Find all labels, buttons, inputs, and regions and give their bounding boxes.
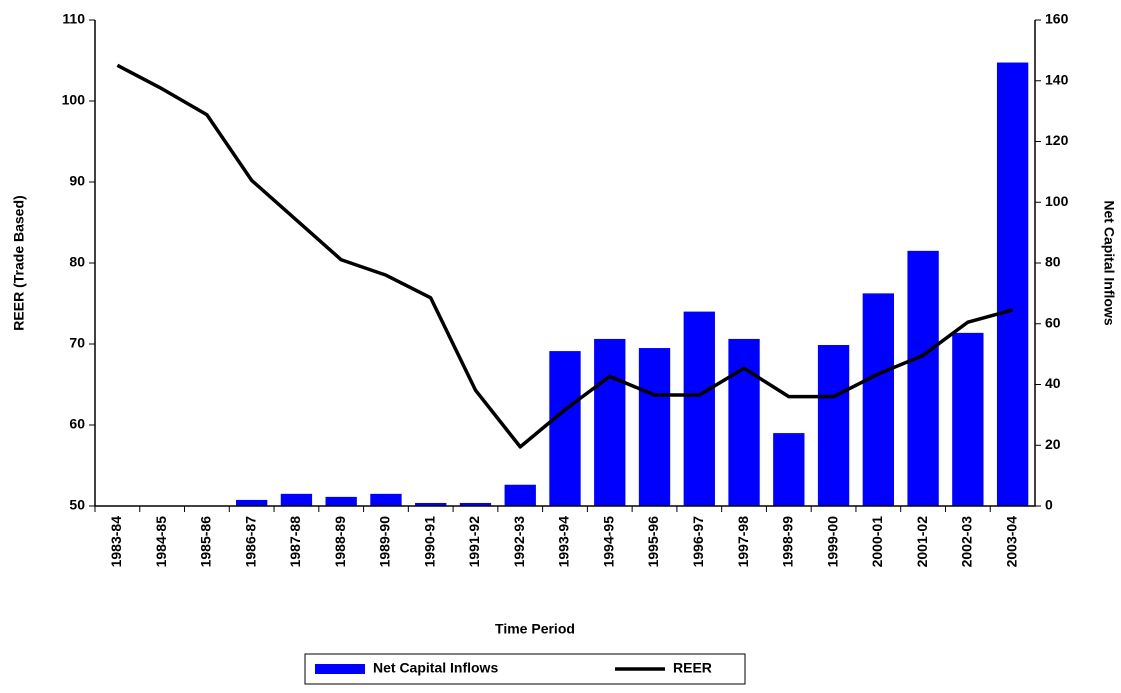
bar — [996, 62, 1029, 507]
bar — [817, 345, 850, 506]
y-tick-label: 80 — [69, 254, 85, 270]
x-tick-label: 2001-02 — [914, 516, 930, 568]
x-tick-label: 1984-85 — [153, 516, 169, 568]
x-tick-label: 2002-03 — [959, 516, 975, 568]
y2-tick-label: 0 — [1045, 497, 1053, 513]
bar — [325, 496, 357, 506]
legend-label: REER — [673, 660, 712, 676]
y-tick-label: 90 — [69, 173, 85, 189]
bar — [683, 311, 715, 506]
x-tick-label: 1991-92 — [466, 516, 482, 568]
bar — [415, 502, 447, 506]
y-tick-label: 60 — [69, 416, 85, 432]
bar — [236, 499, 268, 506]
x-tick-label: 1983-84 — [108, 516, 124, 568]
bar — [459, 502, 492, 506]
bar — [504, 484, 536, 506]
x-tick-label: 1986-87 — [242, 516, 258, 568]
x-tick-label: 1996-97 — [690, 516, 706, 568]
y2-tick-label: 140 — [1045, 71, 1069, 87]
y2-tick-label: 160 — [1045, 11, 1069, 27]
y2-tick-label: 20 — [1045, 436, 1061, 452]
x-tick-label: 1990-91 — [421, 516, 437, 568]
x-tick-label: 1988-89 — [332, 516, 348, 568]
legend-swatch — [315, 664, 365, 674]
bar — [594, 338, 626, 506]
y-tick-label: 50 — [69, 497, 85, 513]
bar — [728, 338, 760, 506]
x-tick-label: 1987-88 — [287, 516, 303, 568]
x-tick-label: 1998-99 — [780, 516, 796, 568]
y2-tick-label: 60 — [1045, 314, 1061, 330]
bar — [773, 433, 805, 506]
bar — [549, 351, 581, 506]
bar — [952, 332, 984, 506]
y-tick-label: 100 — [62, 92, 86, 108]
x-tick-label: 1992-93 — [511, 516, 527, 568]
legend-label: Net Capital Inflows — [373, 660, 498, 676]
bar — [862, 293, 894, 506]
legend-box — [304, 653, 746, 685]
y2-tick-label: 100 — [1045, 193, 1069, 209]
y-tick-label: 110 — [62, 11, 85, 27]
x-tick-label: 1997-98 — [735, 516, 751, 568]
x-tick-label: 2000-01 — [869, 516, 885, 568]
bar — [638, 348, 671, 506]
x-tick-label: 1995-96 — [645, 516, 661, 568]
x-tick-label: 2003-04 — [1003, 516, 1019, 568]
y2-tick-label: 120 — [1045, 132, 1069, 148]
x-tick-label: 1985-86 — [198, 516, 214, 568]
bar — [370, 493, 402, 506]
x-tick-label: 1994-95 — [600, 516, 616, 568]
x-tick-label: 1999-00 — [824, 516, 840, 568]
y-tick-label: 70 — [69, 335, 85, 351]
bar — [907, 250, 939, 506]
y2-tick-label: 40 — [1045, 375, 1061, 391]
y2-tick-label: 80 — [1045, 254, 1061, 270]
x-tick-label: 1993-94 — [556, 516, 572, 568]
line — [116, 63, 1014, 449]
axes — [94, 20, 1036, 507]
x-axis-title: Time Period — [495, 621, 575, 637]
x-tick-label: 1989-90 — [377, 516, 393, 568]
y2-axis-title: Net Capital Inflows — [1101, 200, 1117, 325]
bar — [280, 493, 313, 506]
y-axis-title: REER (Trade Based) — [11, 195, 27, 330]
